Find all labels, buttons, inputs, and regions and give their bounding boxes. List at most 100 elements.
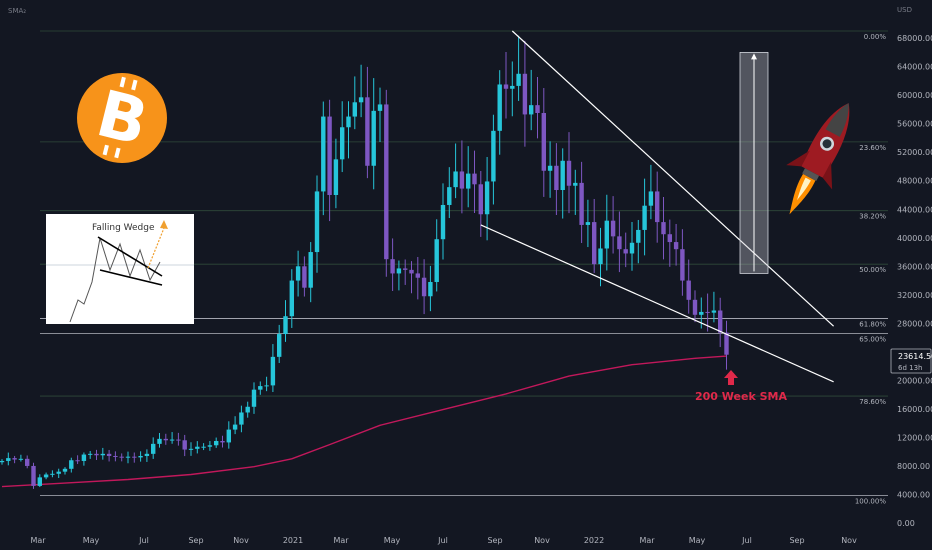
candle-body — [541, 113, 546, 171]
fib-label: 0.00% — [864, 33, 887, 41]
y-tick-label: 68000.00 — [897, 34, 932, 43]
candle-body — [484, 181, 490, 215]
candle-body — [50, 473, 55, 475]
x-tick-label: Mar — [333, 536, 349, 545]
candle-body — [686, 280, 691, 300]
candle-body — [346, 116, 351, 128]
candle-body — [648, 191, 654, 206]
candle-body — [69, 460, 74, 469]
candle-body — [434, 239, 439, 282]
sma-200-week-line — [1, 355, 727, 488]
candle-body — [176, 439, 181, 441]
y-tick-label: 16000.00 — [897, 405, 932, 414]
candle-body — [547, 165, 553, 171]
y-tick-label: 36000.00 — [897, 262, 932, 271]
fib-label: 38.20% — [859, 213, 886, 221]
candle-body — [421, 277, 427, 297]
candle-body — [554, 165, 559, 191]
candle-body — [516, 73, 521, 86]
candle-body — [245, 406, 250, 413]
indicator-label: SMA₂ — [8, 7, 26, 15]
candle-body — [37, 477, 42, 486]
candle-body — [472, 173, 477, 185]
x-axis: Mar May Jul Sep Nov 2021 Mar May Jul Sep Nov 2022 Ma… — [30, 536, 857, 545]
falling-wedge-legend: Falling Wedge — [46, 214, 194, 324]
candle-body — [258, 386, 263, 390]
candle-body — [12, 458, 17, 460]
candle-body — [151, 443, 156, 454]
projection-arrowhead — [751, 53, 757, 60]
candle-body — [157, 438, 162, 444]
candle-body — [390, 259, 395, 274]
candle-body — [18, 458, 24, 460]
y-tick-label: 32000.00 — [897, 291, 932, 300]
candle-body — [289, 280, 294, 317]
candle-body — [220, 441, 225, 443]
candle-body — [655, 191, 660, 223]
candle-body — [535, 105, 540, 113]
candle-body — [371, 110, 376, 166]
candle-body — [340, 127, 345, 160]
candle-body — [415, 273, 420, 278]
x-tick-label: Jul — [437, 536, 448, 545]
candle-body — [239, 412, 244, 425]
candle-body — [529, 105, 534, 115]
candle-body — [466, 173, 471, 189]
projection-target-box — [739, 51, 769, 274]
candle-body — [226, 429, 231, 443]
candle-body — [251, 389, 257, 407]
candle-body — [711, 310, 717, 313]
candle-body — [88, 453, 93, 455]
candle-body — [396, 268, 402, 274]
candle-body — [617, 236, 622, 250]
candle-body — [623, 249, 628, 254]
candle-body — [201, 446, 206, 448]
y-tick-label: 0.00 — [897, 519, 915, 528]
x-tick-label: May — [689, 536, 706, 545]
sma-annotation: 200 Week SMA — [695, 370, 787, 403]
candle-body — [522, 73, 528, 115]
candle-body — [169, 439, 175, 441]
candle-body — [81, 454, 87, 461]
candle-body — [0, 460, 5, 463]
candle-body — [6, 458, 11, 461]
candle-body — [214, 441, 219, 446]
x-tick-label: 2021 — [283, 536, 303, 545]
candle-body — [106, 453, 112, 456]
candle-body — [302, 266, 307, 288]
candle-body — [503, 84, 509, 89]
x-tick-label: Nov — [534, 536, 550, 545]
current-price-tag: 23614.50 6d 13h — [890, 348, 932, 374]
candle-body — [598, 248, 603, 265]
x-tick-label: Sep — [487, 536, 502, 545]
fib-label: 23.60% — [859, 144, 886, 152]
candle-body — [680, 249, 685, 281]
y-tick-label: 60000.00 — [897, 91, 932, 100]
candle-body — [610, 220, 616, 237]
candle-body — [352, 102, 357, 117]
candle-body — [283, 316, 288, 335]
arrow-up-icon — [724, 370, 738, 385]
candle-body — [459, 171, 465, 189]
y-tick-label: 56000.00 — [897, 120, 932, 129]
candle-body — [232, 424, 238, 430]
candle-body — [188, 448, 194, 450]
candle-body — [365, 97, 370, 166]
candle-body — [31, 465, 36, 486]
x-tick-label: May — [83, 536, 100, 545]
x-tick-label: Mar — [639, 536, 655, 545]
candle-body — [409, 269, 414, 274]
candle-body — [636, 229, 641, 243]
candle-body — [270, 356, 276, 386]
candle-body — [699, 311, 704, 315]
candle-body — [377, 104, 383, 111]
candle-body — [333, 159, 339, 195]
candle-body — [718, 310, 723, 333]
wedge-trendline — [511, 30, 835, 327]
y-tick-label: 20000.00 — [897, 376, 932, 385]
y-tick-label: 64000.00 — [897, 63, 932, 72]
y-tick-label: 40000.00 — [897, 234, 932, 243]
fib-label: 61.80% — [859, 320, 886, 328]
candle-body — [195, 446, 200, 449]
